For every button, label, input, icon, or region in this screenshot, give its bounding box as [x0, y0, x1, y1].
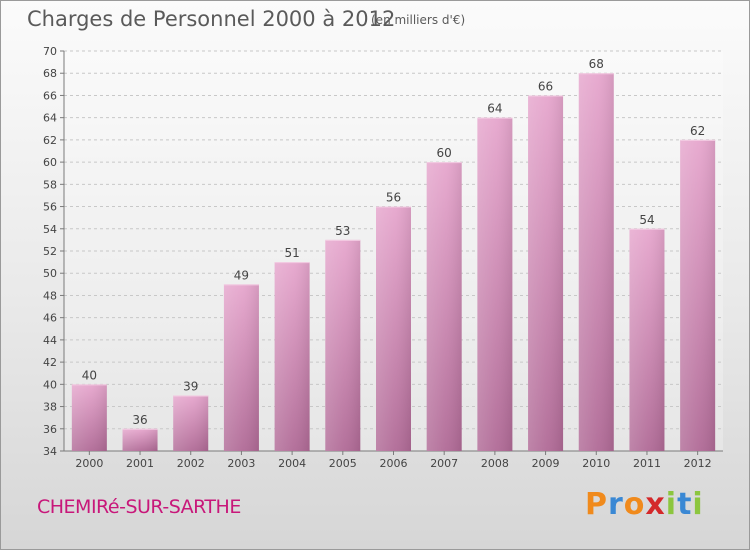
y-tick-label: 48 — [43, 289, 57, 302]
bar-shade-2001 — [122, 428, 158, 451]
logo-letter: i — [692, 487, 704, 522]
bar-shade-2012 — [680, 139, 716, 451]
data-label: 62 — [690, 124, 705, 138]
label-layer: 2000 40 2001 36 2002 39 2003 49 2004 51 2005 53 2006… — [75, 57, 711, 470]
y-tick-label: 40 — [43, 378, 57, 391]
logo-letter: r — [608, 487, 624, 522]
logo-letter: i — [665, 487, 678, 522]
data-label: 51 — [284, 246, 299, 260]
bar-layer — [71, 73, 716, 452]
y-tick-label: 42 — [43, 356, 57, 369]
bar-shade-2006 — [376, 206, 411, 451]
x-tick-label: 2001 — [126, 457, 154, 470]
x-tick-label: 2005 — [329, 457, 357, 470]
logo-letter: t — [677, 487, 693, 522]
bar-shade-2009 — [528, 95, 564, 451]
x-tick-label: 2011 — [633, 457, 661, 470]
chart-title: Charges de Personnel 2000 à 2012 — [27, 7, 396, 31]
x-tick-label: 2012 — [684, 457, 712, 470]
y-tick-label: 70 — [43, 45, 57, 58]
x-tick-label: 2002 — [177, 457, 205, 470]
y-tick-label: 38 — [43, 401, 57, 414]
y-tick-label: 52 — [43, 245, 57, 258]
logo-letter: x — [645, 487, 666, 522]
data-label: 60 — [437, 146, 452, 160]
x-tick-label: 2004 — [278, 457, 306, 470]
data-label: 54 — [639, 213, 654, 227]
y-tick-label: 46 — [43, 312, 57, 325]
x-tick-label: 2003 — [227, 457, 255, 470]
y-tick-label: 58 — [43, 178, 57, 191]
bar-shade-2003 — [223, 284, 259, 451]
y-tick-label: 68 — [43, 67, 57, 80]
bar-shade-2002 — [173, 395, 209, 451]
y-tick-label: 60 — [43, 156, 57, 169]
y-tick-label: 44 — [43, 334, 57, 347]
bar-shade-2007 — [426, 162, 462, 451]
data-label: 39 — [183, 379, 198, 393]
y-tick-label: 64 — [43, 112, 57, 125]
bar-shade-2004 — [274, 262, 310, 451]
y-tick-label: 34 — [43, 445, 57, 458]
logo-letter: o — [623, 487, 646, 522]
x-tick-label: 2010 — [582, 457, 610, 470]
y-tick-label: 54 — [43, 223, 57, 236]
y-tick-label: 66 — [43, 89, 57, 102]
data-label: 68 — [589, 57, 604, 71]
bar-shade-2008 — [477, 117, 513, 452]
data-label: 56 — [386, 191, 401, 205]
chart-subtitle: (en milliers d'€) — [371, 13, 466, 27]
commune-name: CHEMIRé-SUR-SARTHE — [37, 496, 241, 518]
bar-shade-2000 — [71, 384, 107, 451]
logo-letter: P — [585, 487, 608, 522]
y-tick-label: 56 — [43, 201, 57, 214]
x-tick-label: 2008 — [481, 457, 509, 470]
data-label: 64 — [487, 102, 502, 116]
data-label: 40 — [82, 368, 97, 382]
bar-shade-2011 — [629, 228, 665, 451]
y-tick-label: 62 — [43, 134, 57, 147]
data-label: 53 — [335, 224, 350, 238]
data-label: 66 — [538, 79, 553, 93]
x-tick-label: 2006 — [380, 457, 408, 470]
bar-shade-2010 — [578, 73, 614, 451]
proxiti-logo: Proxiti — [585, 487, 704, 522]
x-tick-label: 2009 — [532, 457, 560, 470]
bar-shade-2005 — [325, 239, 361, 451]
x-tick-label: 2007 — [430, 457, 458, 470]
y-tick-label: 50 — [43, 267, 57, 280]
data-label: 36 — [132, 413, 147, 427]
x-tick-label: 2000 — [75, 457, 103, 470]
data-label: 49 — [234, 268, 249, 282]
y-tick-label: 36 — [43, 423, 57, 436]
